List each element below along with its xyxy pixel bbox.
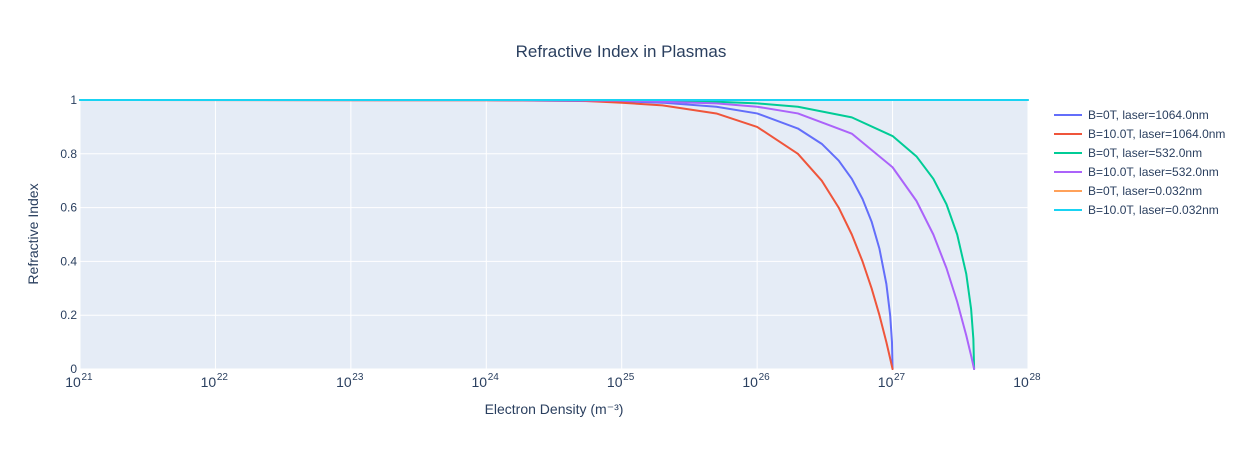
series-lines [79, 99, 1029, 370]
x-tick-labels: 10 21 10 22 10 23 10 24 10 25 10 26 10 27 10 28 [65, 372, 1041, 390]
x-tick-exponent: 27 [894, 372, 906, 383]
legend-label: B=0T, laser=532.0nm [1088, 146, 1202, 160]
legend-label: B=0T, laser=1064.0nm [1088, 108, 1209, 122]
x-tick-label: 10 21 [65, 372, 93, 390]
y-tick-labels: 0 0.2 0.4 0.6 0.8 1 [60, 93, 77, 376]
legend-item[interactable]: B=10.0T, laser=1064.0nm [1054, 127, 1225, 141]
x-tick-exponent: 28 [1029, 372, 1041, 383]
y-tick-label: 0.6 [60, 201, 77, 215]
x-axis-title: Electron Density (m⁻³) [485, 401, 624, 417]
y-tick-label: 0.8 [60, 147, 77, 161]
chart-title: Refractive Index in Plasmas [516, 42, 727, 61]
x-tick-label: 10 24 [471, 372, 499, 390]
x-tick-label: 10 28 [1013, 372, 1041, 390]
y-tick-label: 0.2 [60, 308, 77, 322]
legend-item[interactable]: B=0T, laser=532.0nm [1054, 146, 1202, 160]
x-tick-exponent: 21 [81, 372, 93, 383]
legend-label: B=10.0T, laser=0.032nm [1088, 203, 1219, 217]
x-tick-base: 10 [201, 374, 217, 390]
x-tick-label: 10 22 [201, 372, 229, 390]
series-line-4 [79, 99, 976, 370]
y-tick-label: 0 [70, 362, 77, 376]
x-tick-label: 10 25 [607, 372, 635, 390]
x-tick-base: 10 [65, 374, 81, 390]
x-tick-label: 10 23 [336, 372, 364, 390]
x-tick-base: 10 [742, 374, 758, 390]
x-tick-base: 10 [607, 374, 623, 390]
x-tick-base: 10 [471, 374, 487, 390]
y-axis-title: Refractive Index [25, 183, 41, 284]
x-tick-exponent: 26 [759, 372, 771, 383]
legend: B=0T, laser=1064.0nm B=10.0T, laser=1064.… [1054, 108, 1225, 217]
legend-label: B=0T, laser=0.032nm [1088, 184, 1202, 198]
x-tick-exponent: 23 [352, 372, 364, 383]
x-tick-base: 10 [336, 374, 352, 390]
x-tick-exponent: 25 [623, 372, 635, 383]
legend-label: B=10.0T, laser=1064.0nm [1088, 127, 1225, 141]
legend-item[interactable]: B=0T, laser=0.032nm [1054, 184, 1202, 198]
y-tick-label: 1 [70, 93, 77, 107]
x-tick-base: 10 [878, 374, 894, 390]
x-tick-exponent: 22 [217, 372, 229, 383]
x-tick-base: 10 [1013, 374, 1029, 390]
legend-item[interactable]: B=10.0T, laser=0.032nm [1054, 203, 1219, 217]
legend-item[interactable]: B=10.0T, laser=532.0nm [1054, 165, 1219, 179]
plot-background [80, 100, 1028, 369]
legend-item[interactable]: B=0T, laser=1064.0nm [1054, 108, 1209, 122]
x-tick-label: 10 27 [878, 372, 906, 390]
x-tick-label: 10 26 [742, 372, 770, 390]
series-line-2 [79, 99, 894, 370]
legend-label: B=10.0T, laser=532.0nm [1088, 165, 1219, 179]
y-tick-label: 0.4 [60, 254, 77, 268]
x-tick-exponent: 24 [488, 372, 500, 383]
